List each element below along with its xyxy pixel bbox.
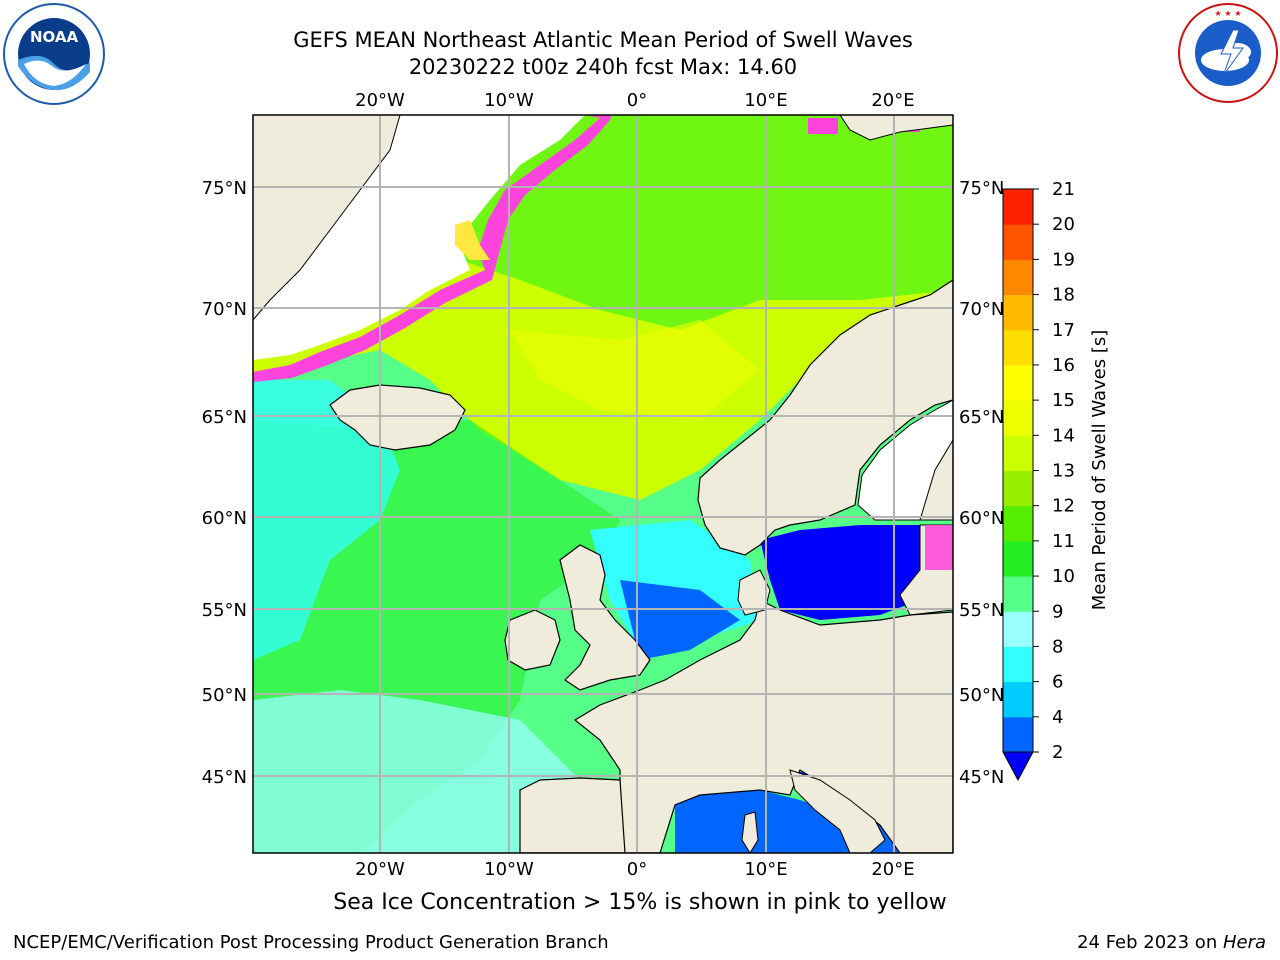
colorbar-tick-label: 18 — [1052, 285, 1075, 306]
colorbar-swatch — [1003, 224, 1033, 260]
map-title: GEFS MEAN Northeast Atlantic Mean Period… — [293, 28, 913, 52]
lat-label: 45°N — [959, 767, 1004, 788]
field-baltic — [760, 525, 920, 620]
svg-text:★ ★ ★: ★ ★ ★ — [1214, 9, 1241, 18]
colorbar-tick-label: 9 — [1052, 601, 1063, 622]
colorbar-extend-arrow — [1002, 751, 1034, 782]
forecast-info: 20230222 t00z 240h fcst Max: 14.60 — [408, 55, 798, 79]
lat-label: 75°N — [959, 178, 1004, 199]
sea-ice-baltic — [925, 525, 953, 570]
colorbar-tick-label: 12 — [1052, 496, 1075, 517]
lat-label: 70°N — [959, 299, 1004, 320]
scandinavia — [697, 279, 953, 556]
iberia — [519, 777, 626, 853]
svalbard — [839, 115, 953, 141]
italy — [789, 769, 886, 853]
colorbar-swatch — [1003, 470, 1033, 507]
colorbar-swatch — [1003, 364, 1033, 401]
lon-label: 0° — [627, 859, 647, 880]
corsica-sardinia — [741, 811, 759, 853]
colorbar-tick-label: 13 — [1052, 461, 1075, 482]
colorbar-swatch — [1003, 435, 1033, 471]
colorbar-swatch — [1003, 716, 1033, 753]
colorbar-tick-label: 16 — [1052, 355, 1075, 376]
lat-label: 75°N — [202, 178, 247, 199]
colorbar-swatch — [1003, 259, 1033, 296]
lat-label: 65°N — [959, 407, 1004, 428]
colorbar-tick-label: 2 — [1052, 742, 1063, 763]
lat-label: 60°N — [959, 508, 1004, 529]
continental-europe — [573, 599, 953, 853]
colorbar: 2 4 6 8 9 10 11 12 13 14 15 16 17 18 19 20 21 — [1002, 179, 1075, 782]
field-west-cyan — [253, 380, 400, 660]
lon-label: 10°W — [484, 90, 534, 111]
sea-ice-yellow — [455, 220, 490, 260]
lat-label: 55°N — [202, 600, 247, 621]
lon-label: 20°E — [871, 90, 914, 111]
colorbar-swatch — [1003, 505, 1033, 542]
colorbar-swatch — [1003, 329, 1033, 366]
lon-label: 20°W — [355, 859, 405, 880]
lon-label: 10°E — [744, 859, 787, 880]
sea-ice-edge — [253, 115, 612, 382]
colorbar-tick-label: 15 — [1052, 390, 1075, 411]
colorbar-swatch — [1003, 681, 1033, 718]
lat-label: 55°N — [959, 600, 1004, 621]
greenland-land — [253, 115, 401, 321]
lon-label: 20°W — [355, 90, 405, 111]
field-north-sea-low — [620, 580, 740, 660]
lon-label: 10°E — [744, 90, 787, 111]
lon-labels-top: 20°W 10°W 0° 10°E 20°E — [355, 90, 914, 111]
footer-date-text: 24 Feb 2023 on — [1077, 932, 1223, 953]
finland — [919, 400, 953, 521]
colorbar-tick-label: 10 — [1052, 566, 1075, 587]
colorbar-tick-label: 20 — [1052, 214, 1075, 235]
colorbar-tick-label: 4 — [1052, 707, 1063, 728]
colorbar-tick-label: 19 — [1052, 249, 1075, 270]
colorbar-tick-label: 6 — [1052, 672, 1063, 693]
colorbar-tick-label: 14 — [1052, 425, 1075, 446]
colorbar-swatch — [1003, 540, 1033, 577]
noaa-logo-text: NOAA — [30, 28, 79, 46]
sea-ice-svalbard — [808, 118, 838, 134]
lat-label: 60°N — [202, 508, 247, 529]
graticule — [253, 115, 953, 853]
field-14s — [510, 320, 760, 420]
colorbar-label: Mean Period of Swell Waves [s] — [1089, 330, 1110, 611]
lat-label: 70°N — [202, 299, 247, 320]
footer-date: 24 Feb 2023 on Hera — [1077, 932, 1266, 953]
great-britain — [559, 544, 651, 691]
colorbar-swatch — [1003, 611, 1033, 647]
sea-ice-note: Sea Ice Concentration > 15% is shown in … — [333, 890, 947, 915]
colorbar-swatch — [1003, 400, 1033, 436]
map-frame — [252, 114, 954, 854]
noaa-logo: NOAA — [3, 3, 105, 105]
colorbar-swatch — [1003, 646, 1033, 683]
colorbar-tick-label: 8 — [1052, 636, 1063, 657]
lon-labels-bottom: 20°W 10°W 0° 10°E 20°E — [355, 859, 914, 880]
nws-logo: ★ ★ ★ — [1178, 3, 1278, 103]
colorbar-tick-label: 21 — [1052, 179, 1075, 200]
field-11s — [460, 115, 953, 330]
lat-label: 50°N — [202, 685, 247, 706]
lon-label: 10°W — [484, 859, 534, 880]
colorbar-tick-label: 17 — [1052, 320, 1075, 341]
colorbar-tick-label: 11 — [1052, 531, 1075, 552]
colorbar-swatch — [1003, 576, 1033, 612]
lon-label: 0° — [627, 90, 647, 111]
lat-label: 50°N — [959, 685, 1004, 706]
footer-machine: Hera — [1222, 932, 1266, 953]
lat-labels-right: 75°N 70°N 65°N 60°N 55°N 50°N 45°N — [959, 178, 1004, 788]
footer-credit: NCEP/EMC/Verification Post Processing Pr… — [13, 932, 609, 953]
ireland — [504, 609, 561, 671]
lon-label: 20°E — [871, 859, 914, 880]
lat-labels-left: 75°N 70°N 65°N 60°N 55°N 50°N 45°N — [202, 178, 247, 788]
lat-label: 45°N — [202, 767, 247, 788]
colorbar-swatch — [1003, 294, 1033, 331]
lat-label: 65°N — [202, 407, 247, 428]
colorbar-swatch — [1003, 189, 1033, 225]
